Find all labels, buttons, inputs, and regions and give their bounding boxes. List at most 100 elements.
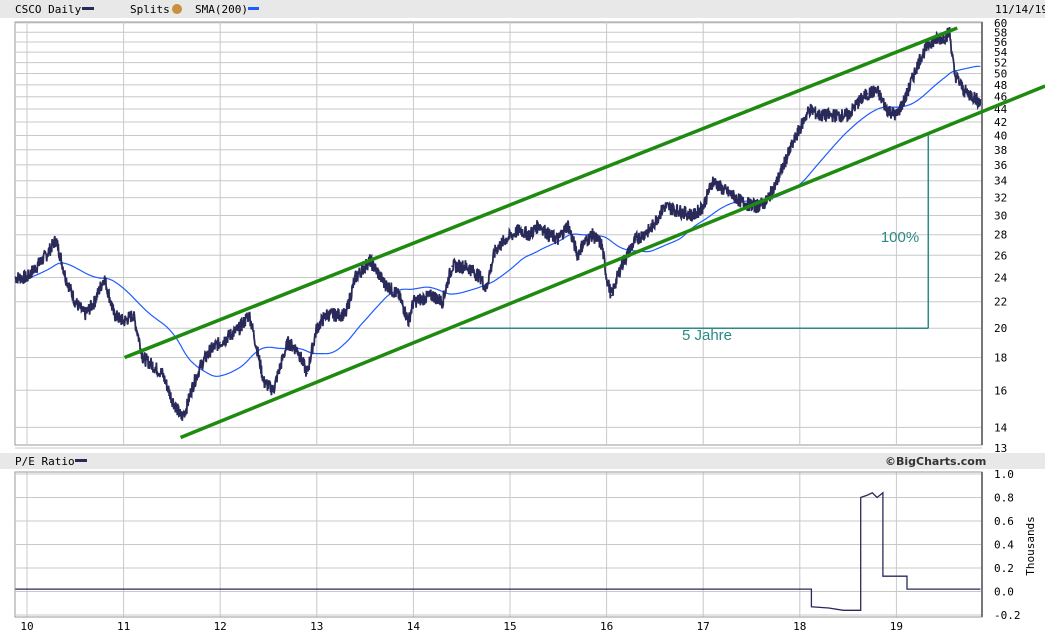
price-y-tick-label: 40: [994, 130, 1007, 143]
price-point: [287, 341, 289, 344]
price-plot: 6058565452504846444240383634323028262422…: [14, 17, 1045, 633]
price-point: [407, 320, 410, 323]
price-point: [185, 407, 188, 410]
price-point: [74, 300, 77, 303]
price-point: [943, 36, 946, 38]
price-point: [161, 372, 164, 375]
price-point: [649, 228, 651, 231]
price-point: [306, 372, 308, 375]
x-tick-label: 11: [117, 620, 130, 633]
annotation-label-100-percent: 100%: [881, 229, 919, 246]
price-point: [485, 288, 487, 291]
bigcharts-credit: ©BigCharts.com: [885, 455, 986, 468]
price-point: [832, 114, 835, 117]
price-point: [383, 282, 386, 285]
x-tick-label: 17: [697, 620, 710, 633]
price-point: [248, 313, 250, 316]
price-point: [55, 238, 57, 241]
price-point: [14, 276, 17, 279]
price-point: [122, 320, 125, 323]
price-y-tick-label: 20: [994, 322, 1007, 335]
price-point: [277, 372, 279, 375]
price-y-tick-label: 30: [994, 210, 1007, 223]
price-point: [905, 95, 907, 98]
price-point: [26, 276, 28, 279]
price-point: [171, 398, 173, 400]
price-point: [610, 294, 613, 297]
price-point: [808, 108, 811, 110]
pe-y-tick-label: 0.6: [994, 515, 1014, 528]
price-point: [620, 265, 622, 268]
price-point: [972, 95, 975, 98]
price-point: [209, 349, 212, 351]
price-point: [600, 244, 603, 246]
price-point: [547, 233, 550, 236]
price-point: [45, 254, 48, 257]
price-point: [412, 300, 415, 303]
price-point: [451, 265, 453, 268]
price-point: [132, 313, 135, 316]
price-point: [518, 228, 521, 231]
price-point: [441, 300, 444, 303]
price-point: [113, 313, 115, 316]
pe-y-tick-label: 0.8: [994, 492, 1014, 505]
price-point: [581, 244, 584, 246]
price-point: [354, 276, 357, 279]
header-bar: [0, 0, 1045, 18]
price-y-tick-label: 50: [994, 68, 1007, 81]
price-point: [494, 249, 497, 251]
price-y-tick-label: 32: [994, 192, 1007, 205]
price-y-tick-label: 36: [994, 159, 1007, 172]
price-y-tick-label: 56: [994, 36, 1007, 49]
price-point: [528, 233, 531, 236]
price-legend-swatch: [82, 7, 94, 10]
price-point: [755, 205, 758, 208]
pe-y-tick-label: 0.0: [994, 586, 1014, 599]
sma-200-line: [15, 65, 981, 377]
price-y-tick-label: 26: [994, 249, 1007, 262]
price-point: [238, 327, 241, 330]
price-y-tick-label: 58: [994, 26, 1007, 39]
upper-channel-line: [123, 26, 958, 360]
price-point: [142, 356, 144, 359]
price-point: [325, 313, 328, 316]
pe-ratio-line: [15, 491, 981, 611]
pe-y-tick-label: -0.2: [994, 609, 1021, 622]
pe-y-tick-label: 0.4: [994, 539, 1014, 552]
lower-channel-line: [179, 84, 1045, 440]
price-point: [605, 276, 608, 279]
price-point: [678, 210, 680, 212]
price-point: [712, 179, 714, 182]
price-point: [398, 294, 400, 297]
pe-header-bar: [0, 453, 1045, 469]
price-point: [151, 364, 154, 367]
price-point: [504, 238, 506, 241]
price-point: [663, 205, 666, 208]
x-tick-label: 16: [600, 620, 613, 633]
price-point: [895, 114, 898, 117]
price-point: [721, 188, 724, 190]
pe-label: P/E Ratio: [15, 455, 75, 468]
price-point: [702, 205, 704, 208]
price-point: [692, 214, 695, 217]
price-point: [316, 327, 318, 330]
price-point: [929, 41, 932, 43]
price-y-tick-label: 60: [994, 17, 1007, 30]
price-point: [190, 389, 193, 392]
price-y-tick-label: 16: [994, 384, 1007, 397]
price-point: [480, 276, 482, 279]
price-point: [963, 89, 965, 92]
price-point: [272, 389, 275, 392]
price-point: [919, 56, 922, 59]
price-point: [953, 72, 956, 75]
pe-legend-swatch: [75, 459, 87, 462]
x-tick-label: 15: [503, 620, 516, 633]
annotation-label-5-jahre: 5 Jahre: [682, 327, 732, 344]
price-point: [465, 265, 468, 268]
price-line: [14, 26, 982, 421]
pe-plot: 1.0 0.8 0.6 0.4 0.2 0.0 -0.2: [14, 468, 1021, 622]
price-y-tick-label: 28: [994, 229, 1007, 242]
price-point: [876, 89, 878, 92]
